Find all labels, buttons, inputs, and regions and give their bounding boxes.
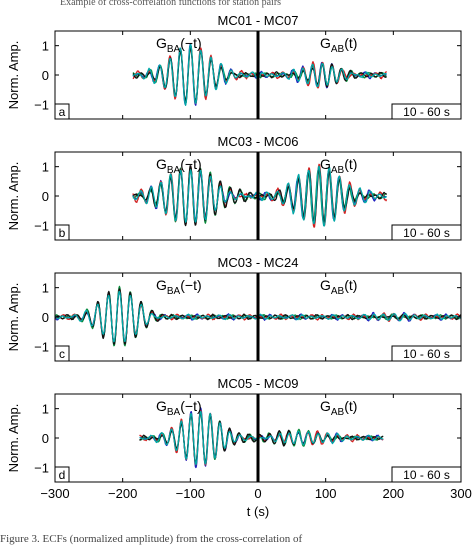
x-tick-label: −200 xyxy=(108,486,137,501)
panel-title: MC01 - MC07 xyxy=(218,13,299,28)
panel-title: MC03 - MC24 xyxy=(218,255,299,270)
y-axis-label: Norm. Amp. xyxy=(6,41,21,110)
band-label: 10 - 60 s xyxy=(403,347,450,361)
x-tick-label: 200 xyxy=(382,486,404,501)
band-label: 10 - 60 s xyxy=(403,105,450,119)
panel-d: MC05 - MC09 −1 0 1 −300 −200 −100 0 100 200 300 Nor… xyxy=(6,376,472,519)
top-strip-text: Example of cross-correlation functions f… xyxy=(60,0,281,8)
band-label: 10 - 60 s xyxy=(403,468,450,482)
g-ba-label: GBA(−t) xyxy=(156,398,202,418)
panel-letter-box xyxy=(54,345,70,362)
panel-c: MC03 - MC24 −1 0 1 Norm. Amp. GBA(−t) GAB(t) c 1… xyxy=(6,255,462,362)
g-ba-label: GBA(−t) xyxy=(156,277,202,297)
panel-letter: d xyxy=(59,468,66,482)
trace-line xyxy=(132,165,388,227)
traces xyxy=(139,407,384,469)
band-label: 10 - 60 s xyxy=(403,226,450,240)
trace-line xyxy=(139,410,384,466)
y-tick-label: −1 xyxy=(34,460,49,475)
y-tick-label: 1 xyxy=(42,160,49,175)
g-ba-label: GBA(−t) xyxy=(156,35,202,55)
panel-letter: a xyxy=(59,105,66,119)
x-tick-label: 300 xyxy=(450,486,472,501)
y-axis-label: Norm. Amp. xyxy=(6,404,21,473)
y-tick-label: 0 xyxy=(42,189,49,204)
x-tick-label: −100 xyxy=(176,486,205,501)
panel-a: MC01 - MC07 −1 0 1 Norm. Amp. GBA(−t) GAB(t) a 1… xyxy=(6,13,462,120)
y-tick-label: −1 xyxy=(34,97,49,112)
panel-title: MC03 - MC06 xyxy=(218,134,299,149)
band-label-box xyxy=(391,224,462,241)
panel-title: MC05 - MC09 xyxy=(218,376,299,391)
y-tick-label: 1 xyxy=(42,281,49,296)
y-tick-label: 0 xyxy=(42,431,49,446)
g-ab-label: GAB(t) xyxy=(320,277,357,297)
g-ba-label: GBA(−t) xyxy=(156,156,202,176)
x-tick-label: 0 xyxy=(254,486,261,501)
x-axis-label: t (s) xyxy=(247,504,269,519)
panel-letter-box xyxy=(54,466,70,483)
y-axis-label: Norm. Amp. xyxy=(6,283,21,352)
g-ab-label: GAB(t) xyxy=(320,156,357,176)
band-label-box xyxy=(391,466,462,483)
g-ab-label: GAB(t) xyxy=(320,35,357,55)
panel-letter-box xyxy=(54,224,70,241)
panel-letter: b xyxy=(59,226,66,240)
caption-text: Figure 3. ECFs (normalized amplitude) fr… xyxy=(0,533,302,545)
y-tick-label: 0 xyxy=(42,68,49,83)
traces xyxy=(132,43,388,106)
panels: MC01 - MC07 −1 0 1 Norm. Amp. GBA(−t) GAB(t) a 1… xyxy=(6,13,472,519)
band-label-box xyxy=(391,345,462,362)
trace-line xyxy=(132,43,387,106)
y-tick-label: 1 xyxy=(42,39,49,54)
y-tick-label: 1 xyxy=(42,402,49,417)
panel-b: MC03 - MC06 −1 0 1 Norm. Amp. GBA(−t) GAB(t) b 1… xyxy=(6,134,462,241)
y-tick-label: −1 xyxy=(34,339,49,354)
y-axis-label: Norm. Amp. xyxy=(6,162,21,231)
panel-letter: c xyxy=(59,347,65,361)
g-ab-label: GAB(t) xyxy=(320,398,357,418)
panel-letter-box xyxy=(54,103,70,120)
y-tick-label: −1 xyxy=(34,218,49,233)
y-tick-label: 0 xyxy=(42,310,49,325)
x-tick-label: −300 xyxy=(40,486,69,501)
x-tick-label: 100 xyxy=(315,486,337,501)
band-label-box xyxy=(391,103,462,120)
traces xyxy=(132,163,388,228)
